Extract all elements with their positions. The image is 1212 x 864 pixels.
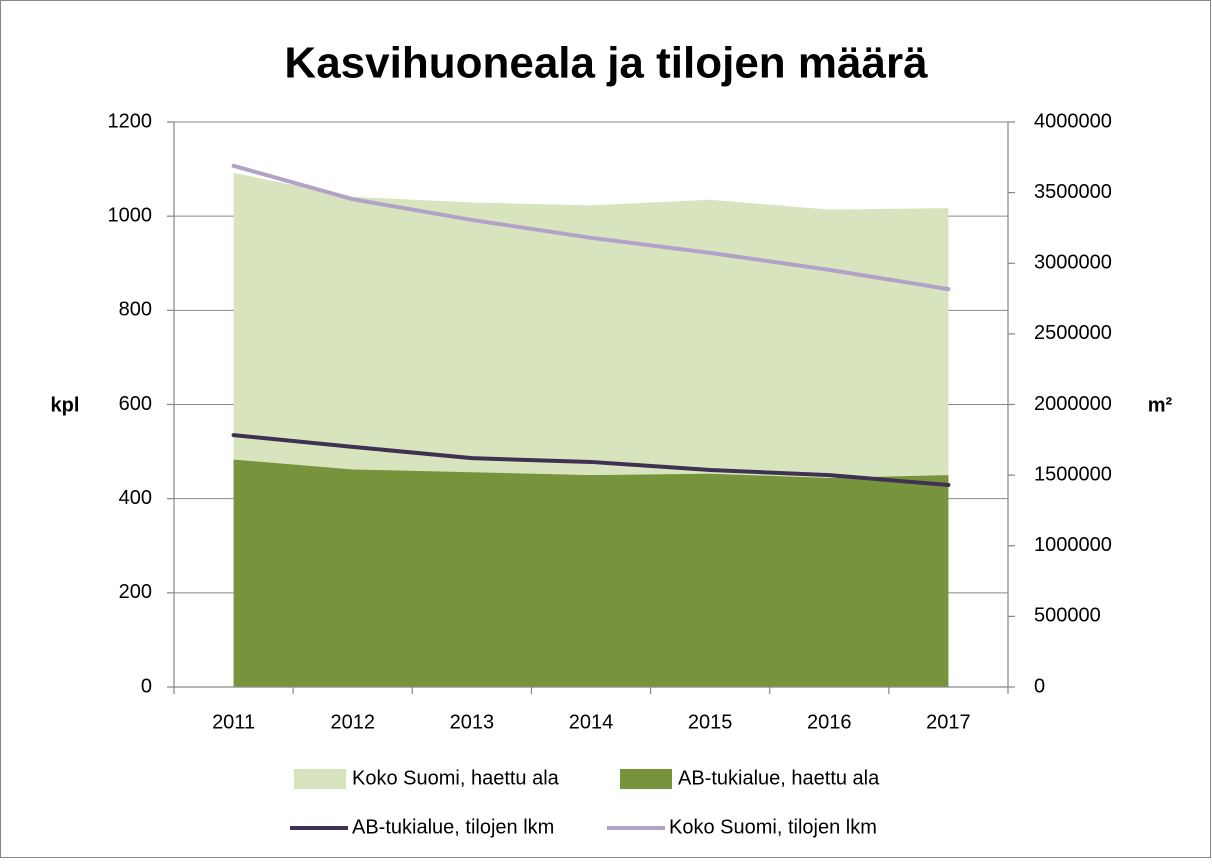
y2-tick-label: 0	[1034, 675, 1045, 697]
x-tick-label: 2012	[330, 711, 375, 733]
area	[233, 459, 949, 687]
x-tick-label: 2015	[688, 711, 733, 733]
y-tick-label: 800	[119, 299, 152, 321]
line	[231, 433, 951, 488]
x-tick-label: 2017	[926, 711, 971, 733]
x-tick-label: 2011	[212, 711, 255, 733]
marks	[231, 163, 951, 688]
legend-label: Koko Suomi, haettu ala	[352, 767, 560, 789]
legend-swatch	[294, 769, 346, 789]
y2-axis-label: m²	[1148, 394, 1173, 416]
x-tick-label: 2014	[569, 711, 614, 733]
chart-title: Kasvihuoneala ja tilojen määrä	[284, 39, 928, 88]
y-tick-label: 0	[141, 675, 152, 697]
y2-tick-label: 3500000	[1034, 181, 1112, 203]
y2-tick-label: 3000000	[1034, 252, 1112, 274]
y2-tick-label: 2500000	[1034, 322, 1112, 344]
x-tick-label: 2016	[807, 711, 852, 733]
y-tick-label: 600	[119, 393, 152, 415]
y2-tick-label: 500000	[1034, 605, 1101, 627]
y-tick-label: 200	[119, 581, 152, 603]
y2-tick-label: 4000000	[1034, 110, 1112, 132]
y2-tick-label: 2000000	[1034, 393, 1112, 415]
y2-tick-label: 1500000	[1034, 463, 1112, 485]
y-axis-label: kpl	[51, 394, 80, 416]
legend-label: AB-tukialue, haettu ala	[678, 767, 880, 789]
legend-label: Koko Suomi, tilojen lkm	[669, 816, 877, 838]
y2-tick-label: 1000000	[1034, 534, 1112, 556]
axes: 0 200 400 600 800 1000 1200 0 500000 1000000 15000…	[108, 110, 1112, 838]
x-tick-label: 2013	[450, 711, 495, 733]
y-tick-label: 1000	[108, 204, 153, 226]
legend-label: AB-tukialue, tilojen lkm	[352, 816, 554, 838]
y-tick-label: 400	[119, 487, 152, 509]
y-tick-label: 1200	[108, 110, 153, 132]
line	[231, 163, 951, 292]
legend-swatch	[620, 769, 672, 789]
